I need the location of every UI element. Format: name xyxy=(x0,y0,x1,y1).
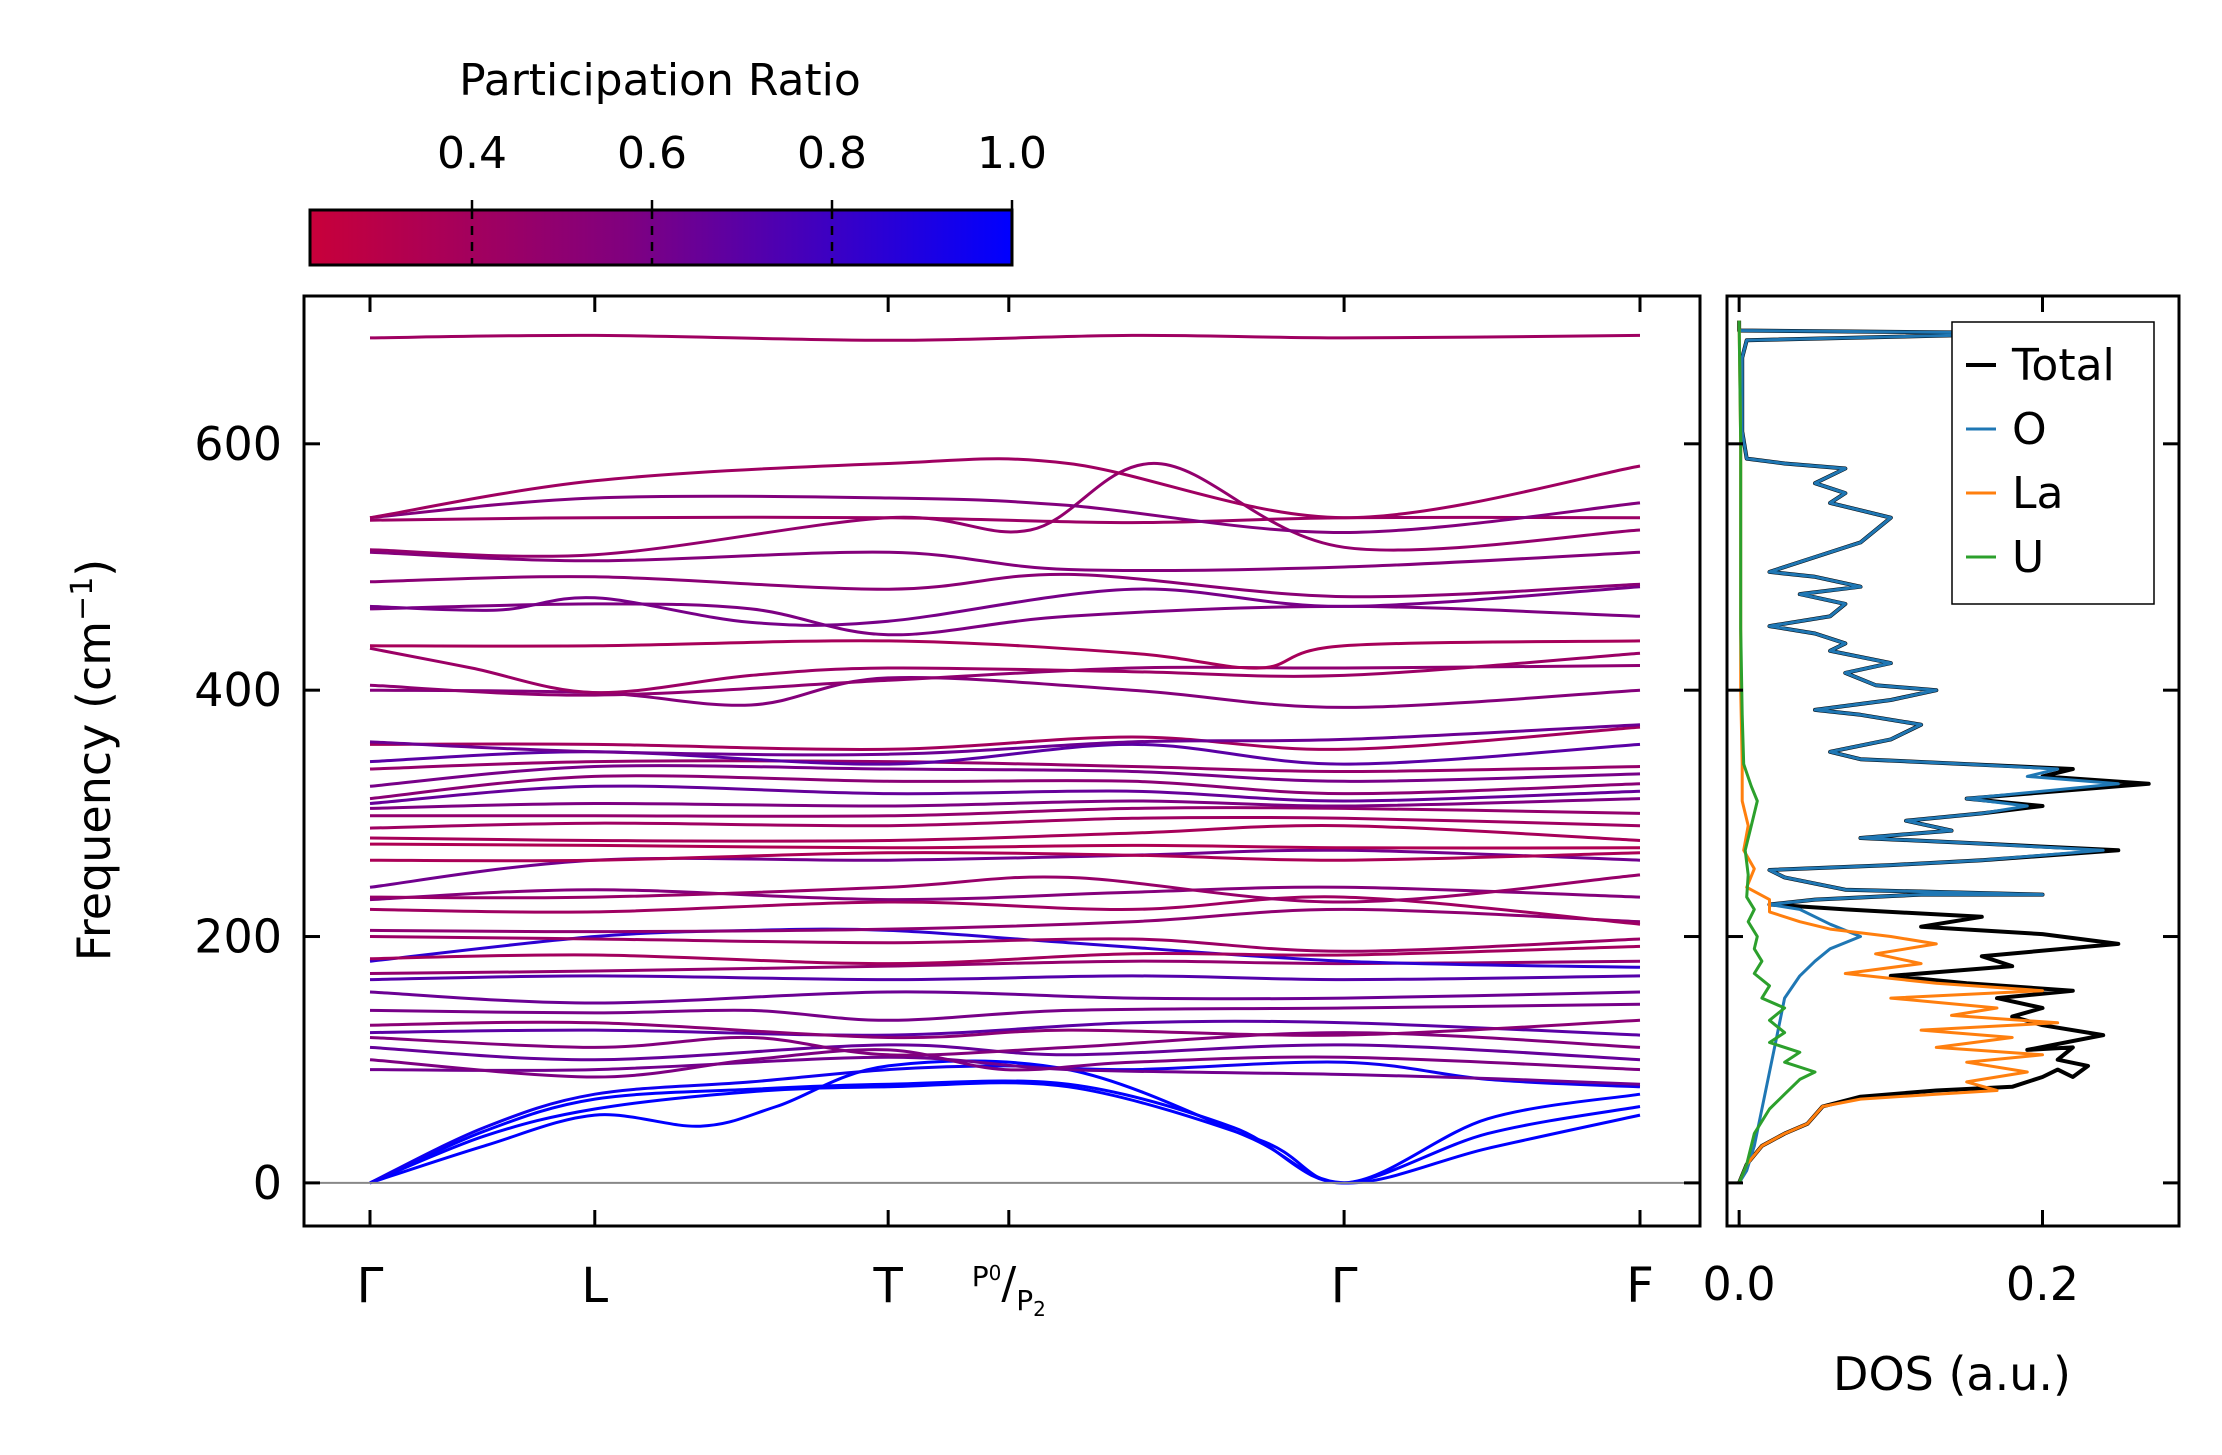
phonon-branch xyxy=(369,1043,1641,1062)
band-y-tick-label: 600 xyxy=(194,417,282,471)
phonon-branch xyxy=(369,927,1641,969)
phonon-branch xyxy=(369,842,1641,850)
phonon-branch xyxy=(369,723,1641,757)
phonon-branch xyxy=(369,1019,1641,1037)
colorbar-title: Participation Ratio xyxy=(459,55,861,106)
dos-curve-u xyxy=(1737,320,1817,1184)
phonon-branch xyxy=(369,944,1641,966)
band-y-ticks: 0 200 400 600 xyxy=(194,417,1700,1210)
phonon-branch xyxy=(369,639,1641,670)
dos-y-ticks xyxy=(1727,442,2179,1185)
phonon-branch xyxy=(369,873,1641,904)
dos-axes-frame xyxy=(1725,294,2181,1228)
ylabel-text: Frequency (cm xyxy=(67,621,121,961)
legend-label: La xyxy=(2012,468,2063,519)
dos-legend: Total O La U xyxy=(1951,321,2155,605)
phonon-branch xyxy=(369,457,1641,520)
dos-x-tick-label: 0.0 xyxy=(1703,1257,1776,1311)
dos-panel: 0.0 0.2 DOS (a.u.) Total O La U xyxy=(1703,294,2181,1401)
k-point-label: Γ xyxy=(1331,1258,1358,1314)
band-y-tick-label: 400 xyxy=(194,663,282,717)
phonon-branch xyxy=(369,572,1641,599)
colorbar-tick-label: 0.4 xyxy=(437,128,507,179)
k-label-sub: 2 xyxy=(1033,1297,1046,1321)
phonon-branch xyxy=(369,1079,1641,1185)
dos-curve-o xyxy=(1737,320,2120,1184)
phonon-branch xyxy=(370,806,1641,818)
k-point-label: L xyxy=(581,1258,608,1314)
phonon-branch xyxy=(369,494,1641,535)
colorbar-ticks: 0.4 0.6 0.8 1.0 xyxy=(437,128,1047,265)
legend-label: O xyxy=(2012,404,2047,455)
phonon-branch xyxy=(369,759,1641,774)
phonon-branch xyxy=(369,774,1641,801)
k-label-part: P xyxy=(972,1260,989,1293)
phonon-branch xyxy=(369,974,1641,982)
phonon-branch xyxy=(369,895,1641,926)
k-label-sub: 0 xyxy=(989,1261,1002,1285)
k-point-label: T xyxy=(872,1258,903,1314)
legend-label: Total xyxy=(2011,340,2115,391)
ylabel-superscript: −1 xyxy=(65,577,100,621)
dos-lines xyxy=(1737,320,2151,1184)
phonon-branch xyxy=(369,550,1641,573)
colorbar-tick-label: 1.0 xyxy=(977,128,1047,179)
phonon-branch xyxy=(369,907,1641,934)
legend-entries: Total O La U xyxy=(1966,340,2115,583)
phonon-branch xyxy=(369,885,1641,902)
phonon-branch xyxy=(369,461,1641,558)
phonon-branch xyxy=(369,851,1641,863)
colorbar: Participation Ratio 0.4 0.6 0.8 1.0 xyxy=(308,55,1047,267)
phonon-branch xyxy=(369,1059,1641,1185)
phonon-branch xyxy=(369,784,1641,805)
band-lines xyxy=(369,333,1641,1185)
band-k-point-ticks: Γ L T P0/P2 Γ F xyxy=(357,296,1654,1321)
dos-curve-la xyxy=(1737,320,2060,1184)
phonon-branch xyxy=(369,848,1641,889)
band-y-tick-label: 0 xyxy=(253,1156,282,1210)
phonon-branch xyxy=(369,646,1641,695)
k-point-label: F xyxy=(1626,1258,1654,1314)
phonon-branch xyxy=(369,515,1641,525)
band-y-axis-label: Frequency (cm−1) xyxy=(65,559,121,962)
k-label-part: P xyxy=(1016,1284,1033,1317)
dos-x-tick-label: 0.2 xyxy=(2006,1257,2079,1311)
phonon-branch xyxy=(369,676,1641,709)
ylabel-close: ) xyxy=(67,559,121,577)
dos-x-ticks: 0.0 0.2 xyxy=(1703,296,2079,1311)
phonon-branch xyxy=(369,797,1641,810)
colorbar-tick-label: 0.8 xyxy=(797,128,867,179)
phonon-branch xyxy=(369,990,1641,1005)
phonon-branch xyxy=(369,725,1641,751)
phonon-branch xyxy=(369,935,1641,953)
dos-x-axis-label: DOS (a.u.) xyxy=(1833,1347,2071,1401)
phonon-branch xyxy=(369,1018,1641,1040)
band-y-tick-label: 200 xyxy=(194,910,282,964)
phonon-branch xyxy=(369,1081,1641,1185)
phonon-branch xyxy=(369,664,1641,697)
band-axes-frame xyxy=(302,294,1702,1228)
phonon-branch xyxy=(369,602,1641,637)
phonon-branch xyxy=(369,1002,1641,1022)
colorbar-tick-label: 0.6 xyxy=(617,128,687,179)
phonon-branch xyxy=(369,585,1641,627)
phonon-branch xyxy=(369,1048,1641,1079)
colorbar-gradient xyxy=(308,208,1014,267)
k-label-slash: / xyxy=(1001,1258,1016,1309)
phonon-branch xyxy=(369,1031,1641,1057)
phonon-branch xyxy=(369,764,1641,788)
phonon-branch xyxy=(369,824,1641,843)
phonon-branch xyxy=(369,333,1641,342)
phonon-branch xyxy=(369,815,1641,830)
legend-label: U xyxy=(2012,532,2044,583)
k-point-label: P0/P2 xyxy=(972,1258,1046,1321)
k-point-label: Γ xyxy=(357,1258,384,1314)
